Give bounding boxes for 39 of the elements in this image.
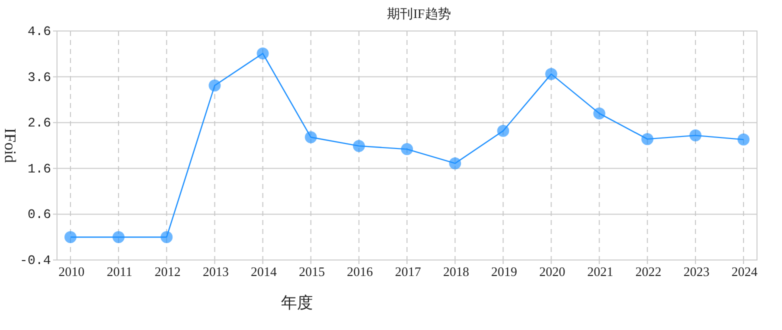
x-tick-label: 2022 xyxy=(635,264,662,279)
x-tick-label: 2020 xyxy=(539,264,566,279)
point xyxy=(352,140,365,152)
point xyxy=(304,131,317,144)
point xyxy=(160,231,173,244)
y-tick-label: 1.6 xyxy=(28,161,51,176)
x-axis-title: 年度 xyxy=(281,294,313,312)
y-tick-label: 0.6 xyxy=(28,207,51,222)
x-tick-label: 2010 xyxy=(58,264,84,279)
chart-title: 期刊IF趋势 xyxy=(387,6,451,21)
y-tick-label: 3.6 xyxy=(28,70,51,85)
y-tick-label: 4.6 xyxy=(28,24,51,39)
point xyxy=(112,231,125,244)
point xyxy=(256,47,269,60)
x-tick-label: 2013 xyxy=(202,264,229,279)
x-tick-label: 2011 xyxy=(106,264,132,279)
y-tick-label: 2.6 xyxy=(28,116,51,131)
x-tick-label: 2024 xyxy=(732,264,758,279)
x-tick-label: 2017 xyxy=(395,264,422,279)
point xyxy=(593,107,606,120)
point xyxy=(208,80,221,92)
x-tick-label: 2019 xyxy=(491,264,518,279)
point xyxy=(449,157,462,170)
x-tick-label: 2021 xyxy=(587,264,614,279)
point xyxy=(689,129,702,142)
x-tick-label: 2023 xyxy=(683,264,710,279)
y-tick-label: -0.4 xyxy=(20,253,52,268)
x-tick-label: 2015 xyxy=(298,264,325,279)
x-tick-label: 2012 xyxy=(154,264,181,279)
x-tick-label: 2016 xyxy=(346,264,374,279)
point xyxy=(401,143,413,156)
x-tick-label: 2018 xyxy=(443,264,470,279)
point xyxy=(738,134,750,146)
x-tick-label: 2014 xyxy=(250,264,278,279)
y-axis-title: IFoid xyxy=(1,128,18,163)
point xyxy=(64,231,76,244)
point xyxy=(497,124,510,137)
point xyxy=(641,133,654,146)
point xyxy=(545,68,558,80)
